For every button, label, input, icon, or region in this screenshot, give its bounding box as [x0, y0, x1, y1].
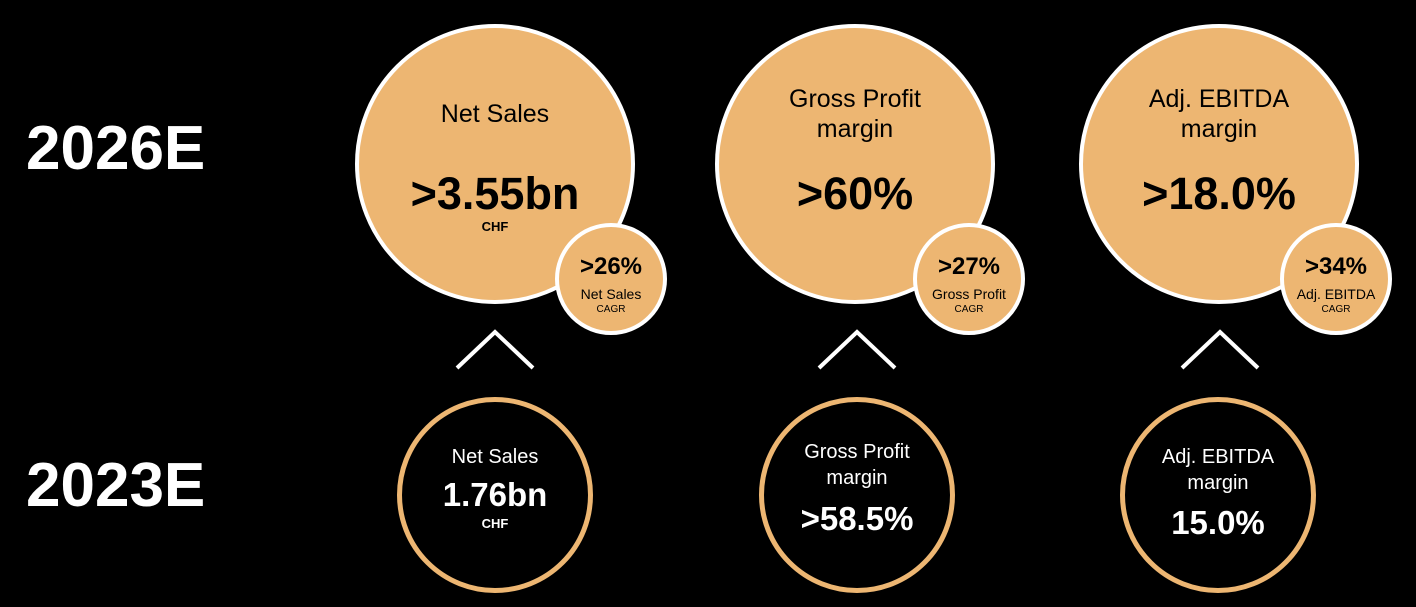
cagr-suffix: CAGR [954, 304, 984, 315]
target-label-line2: margin [1180, 115, 1258, 143]
current-unit: CHF [481, 516, 509, 531]
current-circle-adj-ebitda: Adj. EBITDA margin 15.0% [1120, 397, 1316, 593]
target-label-line2: margin [816, 115, 894, 143]
target-value: >3.55bn [410, 168, 580, 219]
target-label-line1: Gross Profit [789, 85, 921, 113]
chevron-up-icon [455, 329, 535, 370]
target-value: >18.0% [1142, 168, 1296, 219]
year-label-target: 2026E [26, 114, 206, 183]
current-label-line2: margin [826, 467, 888, 489]
current-label: Net Sales [451, 446, 539, 468]
target-unit: CHF [481, 219, 509, 234]
current-label-line1: Gross Profit [804, 441, 910, 463]
cagr-value: >34% [1304, 253, 1368, 280]
current-label-line2: margin [1187, 472, 1249, 494]
current-value: 1.76bn [442, 476, 548, 513]
target-value: >60% [796, 168, 914, 219]
cagr-metric-name: Gross Profit [932, 286, 1006, 302]
cagr-metric-name: Adj. EBITDA [1296, 286, 1376, 302]
year-label-current: 2023E [26, 451, 206, 520]
current-label-line1: Adj. EBITDA [1161, 446, 1275, 468]
cagr-badge-net-sales: >26% Net Sales CAGR [555, 223, 667, 335]
cagr-value: >27% [937, 253, 1001, 280]
current-value: 15.0% [1171, 504, 1265, 541]
current-circle-gross-profit: Gross Profit margin >58.5% [759, 397, 955, 593]
target-circle-net-sales: Net Sales >3.55bn CHF [355, 24, 635, 304]
cagr-value: >26% [579, 253, 643, 280]
cagr-metric-name: Net Sales [580, 286, 642, 302]
chevron-up-icon [817, 329, 897, 370]
chevron-up-icon [1180, 329, 1260, 370]
cagr-badge-gross-profit: >27% Gross Profit CAGR [913, 223, 1025, 335]
current-value: >58.5% [800, 500, 914, 537]
target-label-line1: Adj. EBITDA [1148, 85, 1290, 113]
target-label: Net Sales [440, 100, 550, 128]
cagr-badge-adj-ebitda: >34% Adj. EBITDA CAGR [1280, 223, 1392, 335]
cagr-suffix: CAGR [1321, 304, 1351, 315]
current-circle-net-sales: Net Sales 1.76bn CHF [397, 397, 593, 593]
cagr-suffix: CAGR [596, 304, 626, 315]
